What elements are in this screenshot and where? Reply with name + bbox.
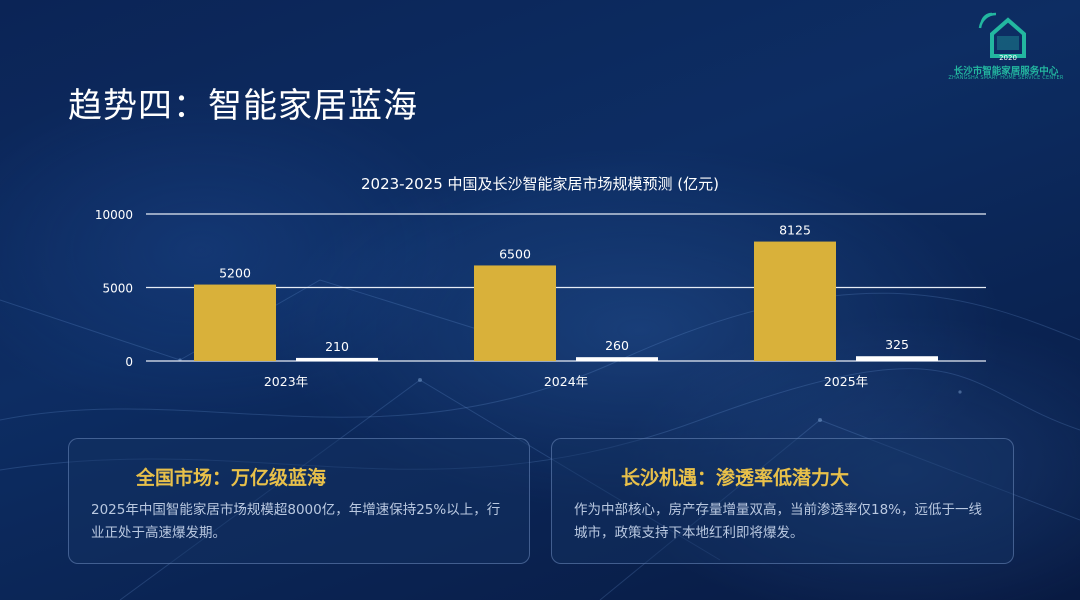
- bar-value-label: 260: [605, 338, 629, 353]
- logo-year: 2020: [999, 54, 1017, 62]
- logo: 2020 长沙市智能家居服务中心 ZHANGSHA SMART HOME SER…: [946, 12, 1066, 82]
- page-title: 趋势四：智能家居蓝海: [68, 86, 418, 126]
- bar-value-label: 6500: [499, 246, 531, 261]
- y-tick-label: 5000: [102, 282, 133, 296]
- bar-value-label: 210: [325, 339, 349, 354]
- x-tick-label: 2023年: [264, 374, 308, 389]
- market-size-bar-chart: 2023-2025 中国及长沙智能家居市场规模预测 (亿元) 0 5000 1000…: [95, 175, 986, 389]
- changsha-opportunity-title: 长沙机遇：渗透率低潜力大: [621, 467, 850, 489]
- bar: [856, 356, 938, 361]
- x-tick-label: 2024年: [544, 374, 588, 389]
- national-market-text: 2025年中国智能家居市场规模超8000亿，年增速保持25%以上，行业正处于高速…: [91, 502, 501, 541]
- changsha-opportunity-card: 长沙机遇：渗透率低潜力大 作为中部核心，房产存量增量双高，当前渗透率仅18%，远…: [551, 438, 1014, 564]
- logo-name-en: ZHANGSHA SMART HOME SERVICE CENTER: [948, 75, 1064, 81]
- x-tick-label: 2025年: [824, 374, 868, 389]
- y-tick-label: 0: [125, 355, 133, 369]
- bar: [474, 265, 556, 361]
- bar: [296, 357, 378, 361]
- bar-value-label: 325: [885, 337, 909, 352]
- changsha-opportunity-text: 作为中部核心，房产存量增量双高，当前渗透率仅18%，远低于一线城市，政策支持下本…: [574, 502, 983, 541]
- logo-name-cn: 长沙市智能家居服务中心: [953, 66, 1059, 77]
- bar: [576, 357, 658, 361]
- home-wifi-logo-icon: 2020: [978, 12, 1026, 62]
- bar-value-label: 8125: [779, 223, 811, 238]
- bar: [754, 241, 836, 361]
- national-market-card: 全国市场：万亿级蓝海 2025年中国智能家居市场规模超8000亿，年增速保持25…: [68, 438, 530, 564]
- bar: [194, 284, 276, 361]
- y-tick-label: 10000: [95, 208, 133, 222]
- bar-value-label: 5200: [219, 266, 251, 281]
- chart-title: 2023-2025 中国及长沙智能家居市场规模预测 (亿元): [361, 175, 719, 193]
- national-market-title: 全国市场：万亿级蓝海: [136, 467, 327, 489]
